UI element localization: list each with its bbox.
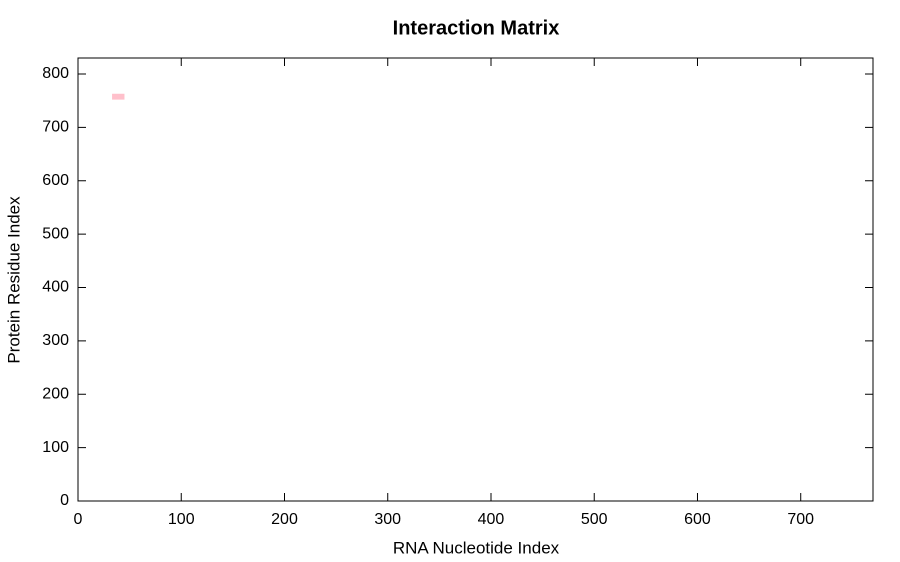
x-tick-label: 100	[168, 511, 195, 528]
plot-frame	[77, 57, 874, 502]
x-tick-label: 500	[581, 511, 608, 528]
y-tick-label: 600	[42, 172, 69, 189]
x-tick-label: 600	[684, 511, 711, 528]
y-tick-label: 100	[42, 439, 69, 456]
x-axis-label: RNA Nucleotide Index	[393, 538, 560, 557]
y-tick-label: 200	[42, 385, 69, 402]
y-tick-label: 500	[42, 225, 69, 242]
y-tick-label: 300	[42, 332, 69, 349]
y-tick-label: 400	[42, 279, 69, 296]
y-tick-label: 0	[60, 492, 69, 509]
x-tick-label: 400	[478, 511, 505, 528]
y-axis-label: Protein Residue Index	[4, 196, 23, 364]
x-tick-label: 0	[74, 511, 83, 528]
y-tick-label: 700	[42, 119, 69, 136]
x-tick-label: 300	[374, 511, 401, 528]
chart-title: Interaction Matrix	[393, 17, 560, 39]
y-tick-label: 800	[42, 65, 69, 82]
cell	[112, 93, 125, 100]
x-tick-label: 200	[271, 511, 298, 528]
x-tick-label: 700	[787, 511, 814, 528]
